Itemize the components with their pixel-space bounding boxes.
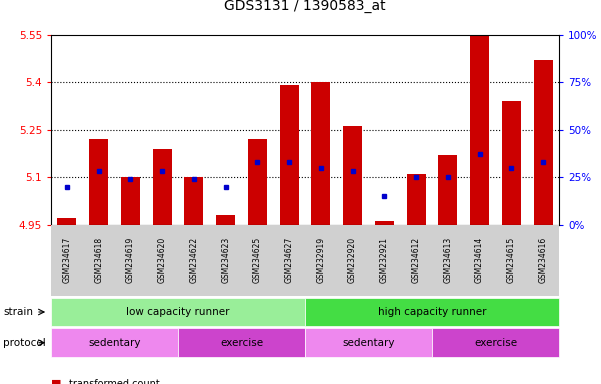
Bar: [311, 82, 331, 225]
Bar: [534, 60, 552, 225]
Bar: [375, 222, 394, 225]
Text: GSM234614: GSM234614: [475, 237, 484, 283]
Bar: [248, 139, 267, 225]
Text: GSM234623: GSM234623: [221, 237, 230, 283]
Text: exercise: exercise: [220, 338, 263, 348]
Text: GSM232921: GSM232921: [380, 237, 389, 283]
Text: ■: ■: [51, 379, 61, 384]
Bar: [216, 215, 235, 225]
Text: GSM234617: GSM234617: [63, 237, 72, 283]
Bar: [58, 218, 76, 225]
Text: GSM234613: GSM234613: [444, 237, 453, 283]
Text: GDS3131 / 1390583_at: GDS3131 / 1390583_at: [224, 0, 386, 13]
Text: high capacity runner: high capacity runner: [377, 307, 486, 317]
Text: exercise: exercise: [474, 338, 517, 348]
Text: GSM234622: GSM234622: [189, 237, 198, 283]
Text: sedentary: sedentary: [88, 338, 141, 348]
Text: sedentary: sedentary: [342, 338, 395, 348]
Text: GSM232920: GSM232920: [348, 237, 357, 283]
Text: GSM234615: GSM234615: [507, 237, 516, 283]
Text: GSM234612: GSM234612: [412, 237, 421, 283]
Text: low capacity runner: low capacity runner: [126, 307, 230, 317]
Bar: [438, 155, 457, 225]
Bar: [406, 174, 426, 225]
Text: GSM234627: GSM234627: [285, 237, 294, 283]
Bar: [279, 85, 299, 225]
Text: GSM234618: GSM234618: [94, 237, 103, 283]
Text: GSM234619: GSM234619: [126, 237, 135, 283]
Text: transformed count: transformed count: [69, 379, 160, 384]
Bar: [121, 177, 140, 225]
Text: strain: strain: [3, 307, 33, 317]
Text: GSM234620: GSM234620: [157, 237, 166, 283]
Text: GSM234625: GSM234625: [253, 237, 262, 283]
Text: GSM234616: GSM234616: [538, 237, 548, 283]
Bar: [89, 139, 108, 225]
Text: GSM232919: GSM232919: [316, 237, 325, 283]
Text: protocol: protocol: [3, 338, 46, 348]
Bar: [470, 35, 489, 225]
Bar: [343, 126, 362, 225]
Bar: [153, 149, 172, 225]
Bar: [502, 101, 521, 225]
Bar: [185, 177, 203, 225]
